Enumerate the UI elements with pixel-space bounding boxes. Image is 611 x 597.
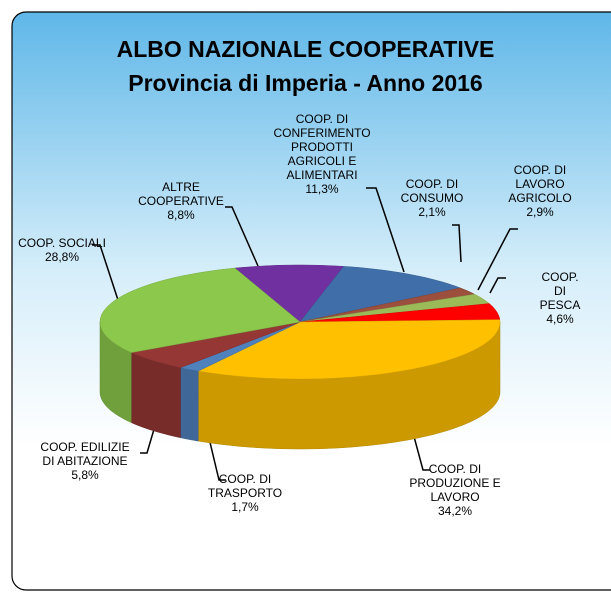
pie — [99, 264, 501, 450]
value-label: 5,8% — [71, 468, 99, 482]
chart-subtitle: Provincia di Imperia - Anno 2016 — [128, 70, 483, 96]
category-label: COOP. EDILIZIE DI ABITAZIONE — [40, 440, 130, 468]
slice — [130, 321, 301, 368]
slice — [299, 266, 462, 323]
slice — [299, 293, 490, 323]
data-label: ALTRE COOPERATIVE 8,8% — [138, 180, 224, 222]
data-label: COOP. DI PRODUZIONE E LAVORO 34,2% — [409, 462, 500, 518]
value-label: 8,8% — [167, 208, 195, 222]
value-label: 28,8% — [44, 250, 80, 264]
category-label: COOP. DI PRODUZIONE E LAVORO — [409, 462, 501, 504]
data-label: COOP. DI LAVORO AGRICOLO 2,9% — [508, 163, 571, 219]
category-label: COOP. DI LAVORO AGRICOLO — [508, 163, 572, 205]
category-label: COOP. DI PESCA — [539, 270, 581, 312]
value-label: 2,9% — [526, 205, 554, 219]
value-label: 11,3% — [305, 182, 339, 196]
value-label: 4,6% — [546, 312, 574, 326]
value-label: 1,7% — [231, 500, 259, 514]
data-label: COOP. DI PESCA 4,6% — [535, 270, 586, 326]
chart-title: ALBO NAZIONALE COOPERATIVE — [116, 36, 495, 62]
slice — [234, 264, 345, 323]
category-label: COOP. DI CONSUMO — [400, 177, 464, 205]
slice — [299, 303, 501, 323]
category-label: COOP. SOCIALI — [18, 236, 106, 250]
category-label: COOP. DI CONFERIMENTO PRODOTTI AGRICOLI … — [273, 112, 371, 182]
category-label: COOP. DI TRASPORTO — [207, 472, 283, 500]
value-label: 34,2% — [437, 504, 473, 518]
data-label: COOP. DI TRASPORTO 1,7% — [208, 472, 282, 514]
data-label: COOP. DI CONSUMO 2,1% — [401, 177, 464, 219]
data-label: COOP. SOCIALI 28,8% — [18, 236, 106, 264]
data-label: COOP. EDILIZIE DI ABITAZIONE 5,8% — [40, 440, 129, 482]
category-label: ALTRE COOPERATIVE — [138, 180, 224, 208]
slice — [197, 319, 501, 380]
slice-side — [180, 367, 199, 442]
slice — [99, 267, 301, 353]
data-label: COOP. DI CONFERIMENTO PRODOTTI AGRICOLI … — [273, 112, 370, 196]
value-label: 2,1% — [418, 205, 446, 219]
